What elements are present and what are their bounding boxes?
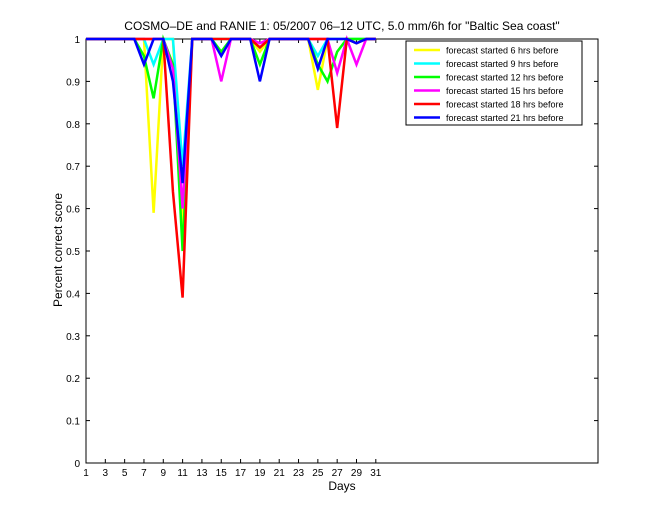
x-tick-label: 11 xyxy=(177,468,188,479)
x-tick-label: 27 xyxy=(332,468,344,479)
x-tick-label: 9 xyxy=(161,468,167,479)
x-tick-label: 29 xyxy=(351,468,363,479)
chart-title: COSMO–DE and RANIE 1: 05/2007 06–12 UTC,… xyxy=(124,19,559,33)
x-tick-label: 17 xyxy=(235,468,247,479)
x-tick-label: 7 xyxy=(141,468,147,479)
y-tick-label: 0.2 xyxy=(66,374,80,385)
x-tick-label: 21 xyxy=(274,468,286,479)
x-tick-label: 1 xyxy=(83,468,89,479)
legend-label-4: forecast started 15 hrs before xyxy=(446,86,564,96)
series-layer xyxy=(86,34,376,298)
y-tick-label: 0.1 xyxy=(66,417,80,428)
x-axis-label: Days xyxy=(328,479,355,493)
legend-label-1: forecast started 6 hrs before xyxy=(446,46,559,56)
y-tick-label: 0.3 xyxy=(66,332,80,343)
y-axis-label: Percent correct score xyxy=(51,193,65,307)
x-tick-label: 31 xyxy=(370,468,382,479)
legend-box xyxy=(405,40,583,126)
series-line-6 xyxy=(86,37,376,184)
y-tick-label: 1 xyxy=(74,35,80,46)
y-tick-label: 0.8 xyxy=(66,120,80,131)
legend: forecast started 6 hrs before forecast st… xyxy=(405,40,583,126)
legend-label-2: forecast started 9 hrs before xyxy=(446,59,559,69)
y-tick-label: 0.6 xyxy=(66,205,80,216)
legend-label-5: forecast started 18 hrs before xyxy=(446,100,564,110)
y-tick-label: 0.5 xyxy=(66,247,80,258)
x-tick-label: 5 xyxy=(122,468,128,479)
x-tick-label: 25 xyxy=(312,468,324,479)
y-tick-label: 0.7 xyxy=(66,162,80,173)
x-tick-label: 15 xyxy=(216,468,228,479)
x-tick-label: 3 xyxy=(103,468,109,479)
x-tick-label: 19 xyxy=(254,468,266,479)
y-tick-label: 0.4 xyxy=(66,289,80,300)
legend-label-6: forecast started 21 hrs before xyxy=(446,113,564,123)
y-tick-label: 0 xyxy=(74,459,80,470)
axes-layer: 1 3 5 7 9 11 13 15 17 19 21 23 25 27 29 3100.10.20.30.4… xyxy=(66,35,599,479)
x-tick-label: 23 xyxy=(293,468,305,479)
x-tick-label: 13 xyxy=(196,468,208,479)
y-tick-label: 0.9 xyxy=(66,77,80,88)
legend-label-3: forecast started 12 hrs before xyxy=(446,73,564,83)
